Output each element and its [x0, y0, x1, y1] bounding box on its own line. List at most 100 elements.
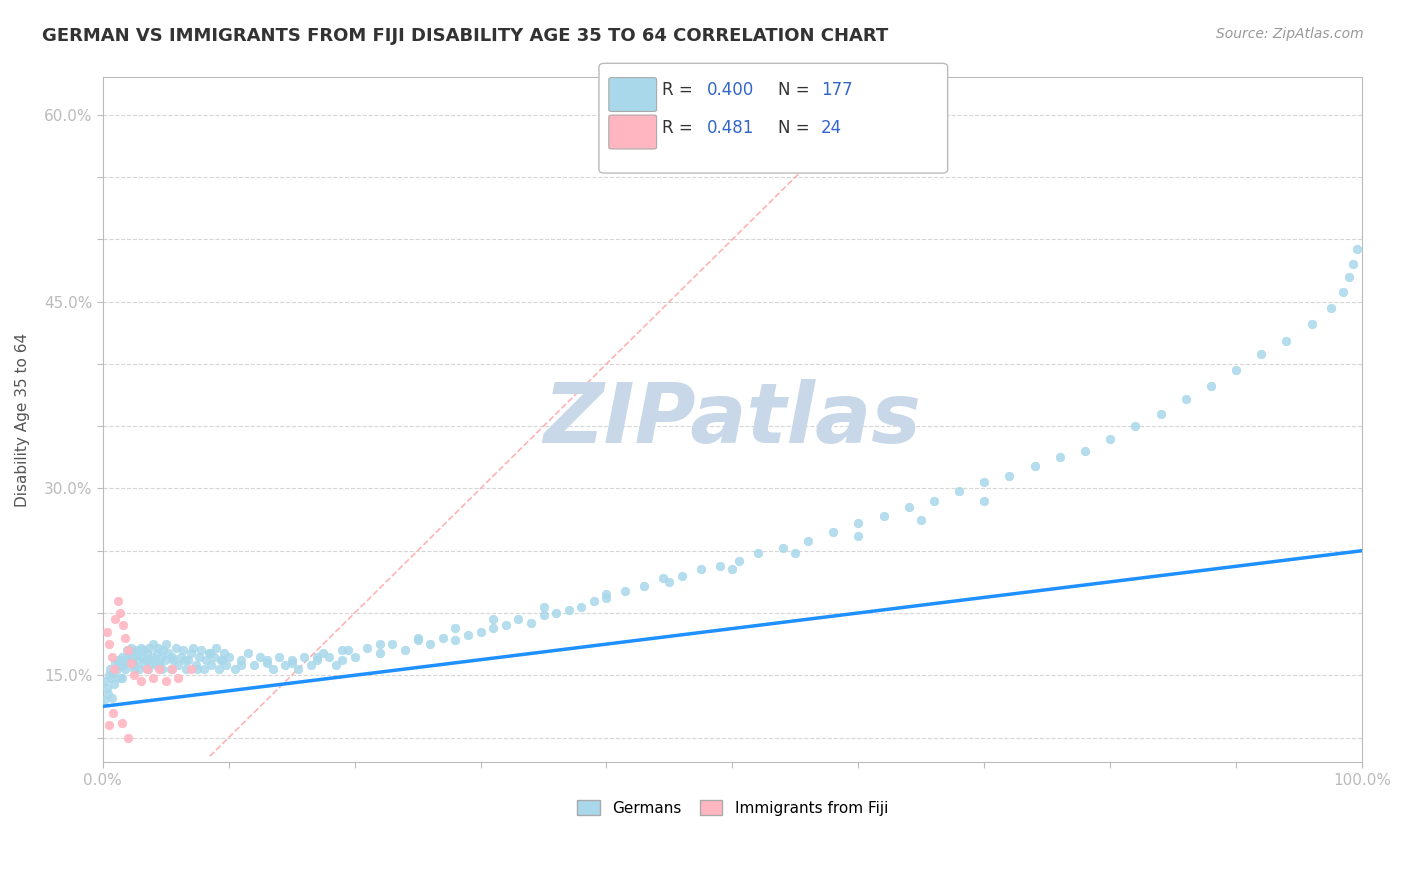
Point [125, 653, 148, 667]
Text: Source: ZipAtlas.com: Source: ZipAtlas.com [1216, 27, 1364, 41]
Point [533, 599, 555, 614]
Point [444, 633, 467, 648]
Point [153, 653, 176, 667]
Point [209, 653, 232, 667]
Point [823, 524, 845, 539]
Point [671, 568, 693, 582]
Point [973, 475, 995, 490]
Point [495, 618, 517, 632]
Point [1199, 379, 1222, 393]
Point [690, 562, 713, 576]
Point [121, 656, 143, 670]
Point [104, 656, 127, 670]
Point [482, 621, 505, 635]
Point [256, 653, 278, 667]
Point [330, 643, 353, 657]
Point [177, 653, 200, 667]
Point [262, 662, 284, 676]
Point [1049, 450, 1071, 465]
Point [231, 653, 253, 667]
Point [167, 671, 190, 685]
Point [146, 646, 169, 660]
Point [172, 643, 194, 657]
Point [533, 608, 555, 623]
Point [368, 646, 391, 660]
Point [595, 587, 617, 601]
Point [1174, 392, 1197, 406]
Point [129, 640, 152, 655]
Point [108, 658, 131, 673]
Point [135, 653, 157, 667]
Point [143, 653, 166, 667]
Point [107, 593, 129, 607]
Point [287, 662, 309, 676]
Point [101, 665, 124, 680]
Point [256, 656, 278, 670]
Point [150, 662, 173, 676]
Point [325, 658, 347, 673]
Point [569, 599, 592, 614]
Point [846, 529, 869, 543]
Point [94, 674, 117, 689]
Point [202, 649, 225, 664]
Point [595, 591, 617, 605]
Point [1275, 334, 1298, 349]
Point [160, 662, 183, 676]
Point [118, 646, 141, 660]
Point [129, 674, 152, 689]
Point [98, 637, 121, 651]
Point [727, 554, 749, 568]
Point [948, 483, 970, 498]
Text: 0.481: 0.481 [707, 119, 755, 136]
Point [162, 653, 184, 667]
Point [269, 649, 291, 664]
Point [124, 643, 146, 657]
Point [142, 671, 165, 685]
Text: N =: N = [778, 81, 814, 99]
Point [110, 606, 132, 620]
Point [432, 631, 454, 645]
Point [318, 649, 340, 664]
Point [138, 640, 160, 655]
Point [633, 578, 655, 592]
Point [132, 643, 155, 657]
Point [243, 658, 266, 673]
Point [183, 640, 205, 655]
Point [135, 662, 157, 676]
Point [292, 649, 315, 664]
Point [1250, 347, 1272, 361]
Point [406, 633, 429, 648]
Point [212, 646, 235, 660]
Point [457, 628, 479, 642]
Point [846, 516, 869, 531]
Point [1331, 285, 1354, 299]
Point [135, 646, 157, 660]
Point [127, 646, 149, 660]
Point [104, 612, 127, 626]
Point [200, 658, 222, 673]
Point [1024, 458, 1046, 473]
Point [134, 658, 156, 673]
Point [998, 469, 1021, 483]
Point [231, 658, 253, 673]
Point [148, 640, 170, 655]
Point [111, 658, 134, 673]
Point [197, 646, 219, 660]
Point [205, 640, 228, 655]
Text: 0.400: 0.400 [707, 81, 755, 99]
Point [211, 653, 233, 667]
Point [1346, 242, 1368, 256]
Point [299, 658, 322, 673]
Point [149, 649, 172, 664]
Text: R =: R = [662, 81, 699, 99]
Point [120, 656, 142, 670]
Point [148, 658, 170, 673]
Point [419, 637, 441, 651]
Point [165, 640, 187, 655]
Point [224, 662, 246, 676]
Point [312, 646, 335, 660]
Point [128, 662, 150, 676]
Point [520, 615, 543, 630]
Point [115, 643, 138, 657]
Point [614, 583, 637, 598]
